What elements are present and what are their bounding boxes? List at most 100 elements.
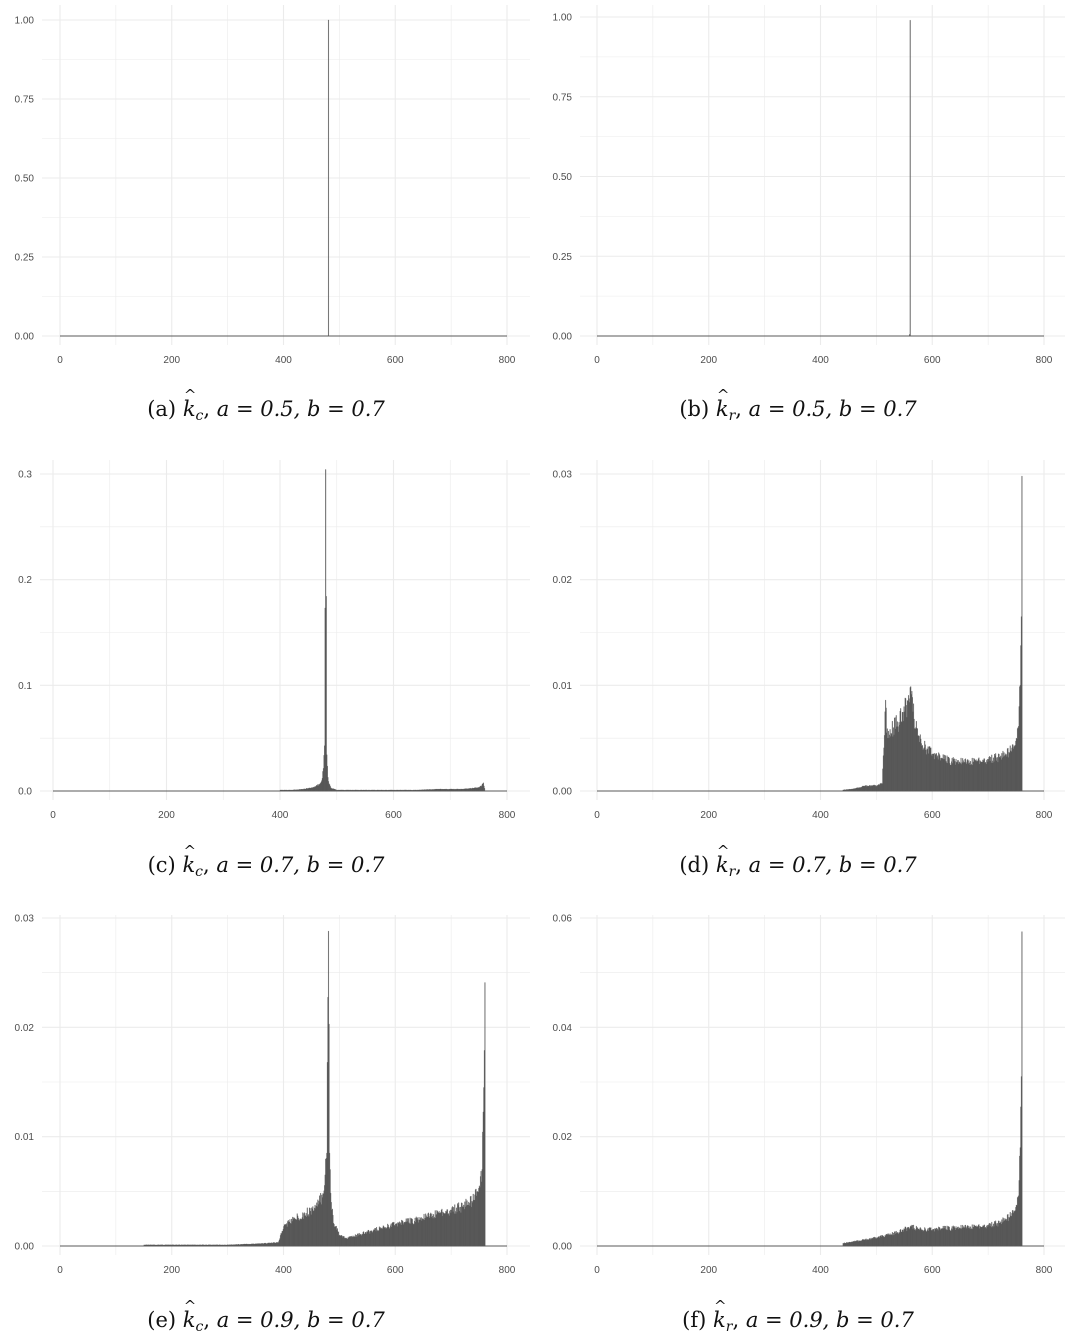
y-tick-label: 0.03 [553,470,573,481]
x-tick-label: 200 [158,810,175,821]
y-tick-label: 1.00 [553,13,573,24]
x-tick-label: 800 [1036,1265,1053,1276]
caption-subscript: c [195,408,204,424]
caption-tag: (a) [147,397,177,421]
y-tick-label: 0.1 [18,681,32,692]
x-tick-label: 0 [57,1265,63,1276]
caption-variable: k [182,842,195,877]
caption-a-param: a = 0.7, [216,853,300,877]
x-tick-label: 400 [275,1265,292,1276]
caption-tag: (f) [682,1308,707,1332]
panel-b: 0.00 0.25 0.50 0.75 1.00 0 200 400 600 800 [553,5,1065,366]
x-tick-label: 400 [812,355,829,366]
x-tick-label: 200 [700,1265,717,1276]
caption-variable: k [716,386,729,421]
y-tick-label: 0.02 [553,575,573,586]
x-tick-label: 600 [387,355,404,366]
caption-b-param: b = 0.7 [838,853,917,877]
y-tick-label: 0.25 [553,252,573,263]
x-tick-label: 400 [275,355,292,366]
caption-b-param: b = 0.7 [306,853,385,877]
panel-a: 0.00 0.25 0.50 0.75 1.00 0 200 400 600 800 [15,5,530,366]
caption-a-param: a = 0.9, [216,1308,301,1332]
histogram-bars [328,19,329,337]
y-tick-label: 0.00 [15,332,35,343]
y-tick-label: 0.3 [18,470,32,481]
x-tick-label: 600 [924,810,941,821]
panel-c: 0.0 0.1 0.2 0.3 0 200 400 600 800 [18,460,530,821]
caption-f: (f) kr, a = 0.9, b = 0.7 [532,1297,1064,1335]
caption-subscript: r [728,864,736,880]
histogram-bars [909,20,911,337]
caption-b-param: b = 0.7 [836,1308,914,1332]
caption-a: (a) kc, a = 0.5, b = 0.7 [0,386,532,424]
y-tick-label: 0.50 [553,172,573,183]
x-tick-label: 200 [163,1265,180,1276]
x-tick-label: 200 [700,355,717,366]
caption-d: (d) kr, a = 0.7, b = 0.7 [532,842,1064,880]
caption-subscript: r [725,1319,733,1335]
caption-e: (e) kc, a = 0.9, b = 0.7 [0,1297,532,1335]
caption-a-param: a = 0.5, [216,397,301,421]
x-tick-label: 800 [1036,355,1053,366]
histogram-bars [842,475,1023,792]
caption-tag: (b) [679,397,710,421]
panel-d: 0.00 0.01 0.02 0.03 0 200 400 600 800 [553,460,1065,821]
caption-tag: (c) [147,853,176,877]
x-tick-label: 0 [50,810,56,821]
x-tick-label: 800 [499,1265,516,1276]
caption-c: (c) kc, a = 0.7, b = 0.7 [0,842,532,880]
y-tick-label: 0.06 [553,914,573,925]
caption-b-param: b = 0.7 [838,397,917,421]
y-tick-label: 0.02 [15,1023,35,1034]
caption-variable: k [716,842,729,877]
caption-subscript: c [195,1319,204,1335]
x-tick-label: 800 [499,355,516,366]
panel-f: 0.00 0.02 0.04 0.06 0 200 400 600 800 [553,914,1065,1276]
caption-variable: k [183,386,196,421]
y-tick-label: 0.00 [553,787,573,798]
panel-e: 0.00 0.01 0.02 0.03 0 200 400 600 800 [15,914,530,1276]
histogram-bars [143,930,486,1247]
y-tick-label: 0.01 [15,1132,35,1143]
x-tick-label: 200 [163,355,180,366]
y-tick-label: 0.02 [553,1132,573,1143]
x-tick-label: 400 [812,1265,829,1276]
x-tick-label: 600 [385,810,402,821]
caption-a-param: a = 0.7, [748,853,833,877]
y-tick-label: 0.25 [15,253,35,264]
y-tick-label: 0.00 [553,332,573,343]
caption-b: (b) kr, a = 0.5, b = 0.7 [532,386,1064,424]
caption-a-param: a = 0.5, [748,397,833,421]
y-tick-label: 0.04 [553,1023,573,1034]
y-tick-label: 0.03 [15,914,35,925]
x-tick-label: 600 [924,355,941,366]
caption-variable: k [713,1297,726,1332]
histogram-bars [279,469,486,792]
y-tick-label: 0.50 [15,174,35,185]
y-tick-label: 0.0 [18,787,32,798]
y-tick-label: 0.01 [553,681,573,692]
y-tick-label: 1.00 [15,16,35,27]
y-tick-label: 0.75 [15,95,35,106]
x-tick-label: 200 [700,810,717,821]
histogram-bars [842,931,1023,1247]
y-tick-label: 0.00 [15,1242,35,1253]
x-tick-label: 800 [1036,810,1053,821]
x-tick-label: 0 [594,1265,600,1276]
x-tick-label: 0 [57,355,63,366]
x-tick-label: 0 [594,355,600,366]
caption-a-param: a = 0.9, [745,1308,830,1332]
x-tick-label: 400 [272,810,289,821]
y-tick-label: 0.2 [18,575,32,586]
x-tick-label: 600 [387,1265,404,1276]
caption-subscript: c [195,864,204,880]
caption-tag: (d) [679,853,710,877]
x-tick-label: 0 [594,810,600,821]
caption-subscript: r [728,408,736,424]
caption-b-param: b = 0.7 [306,397,385,421]
x-tick-label: 600 [924,1265,941,1276]
x-tick-label: 800 [499,810,516,821]
y-tick-label: 0.00 [553,1242,573,1253]
